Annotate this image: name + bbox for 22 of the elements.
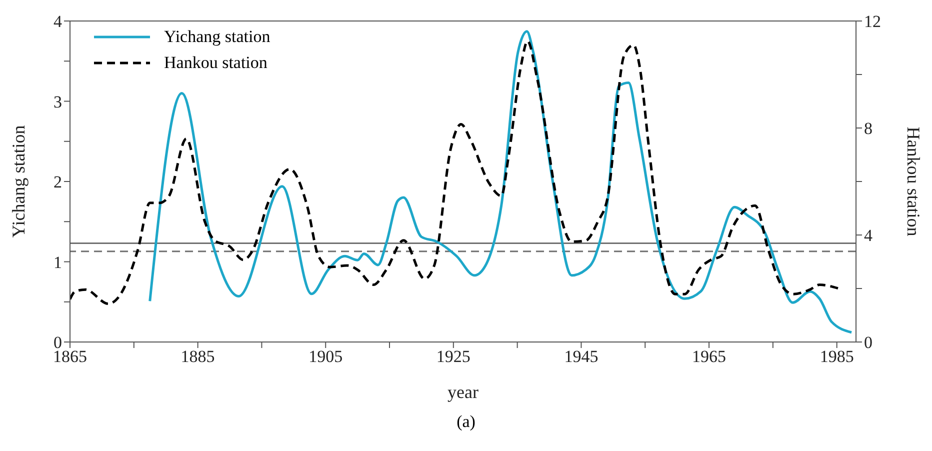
x-tick-label: 1865 bbox=[53, 347, 87, 366]
x-tick-label: 1945 bbox=[564, 347, 598, 366]
y2-axis-title: Hankou station bbox=[904, 126, 924, 236]
y2-tick-label: 8 bbox=[864, 119, 872, 138]
x-tick-label: 1985 bbox=[820, 347, 854, 366]
y-tick-label: 3 bbox=[54, 92, 62, 112]
line-series bbox=[148, 30, 853, 334]
text: (a) bbox=[456, 412, 476, 432]
legend-label: Yichang station bbox=[164, 27, 270, 47]
x-tick-label: 1965 bbox=[692, 347, 726, 366]
x-axis-title: year bbox=[448, 382, 478, 402]
y-tick-label: 1 bbox=[54, 252, 62, 272]
x-tick-label: 1885 bbox=[180, 347, 215, 366]
y2-tick-label: 0 bbox=[864, 333, 872, 352]
y-tick-label: 2 bbox=[54, 172, 62, 192]
y-axis-title: Yichang station bbox=[8, 125, 28, 238]
y2-tick-label: 12 bbox=[864, 12, 881, 32]
legend-label: Hankou station bbox=[164, 53, 268, 73]
y-tick-label: 4 bbox=[54, 12, 62, 32]
y2-tick-label: 4 bbox=[864, 226, 873, 246]
x-tick-label: 1905 bbox=[308, 347, 343, 366]
x-tick-label: 1925 bbox=[436, 347, 470, 366]
